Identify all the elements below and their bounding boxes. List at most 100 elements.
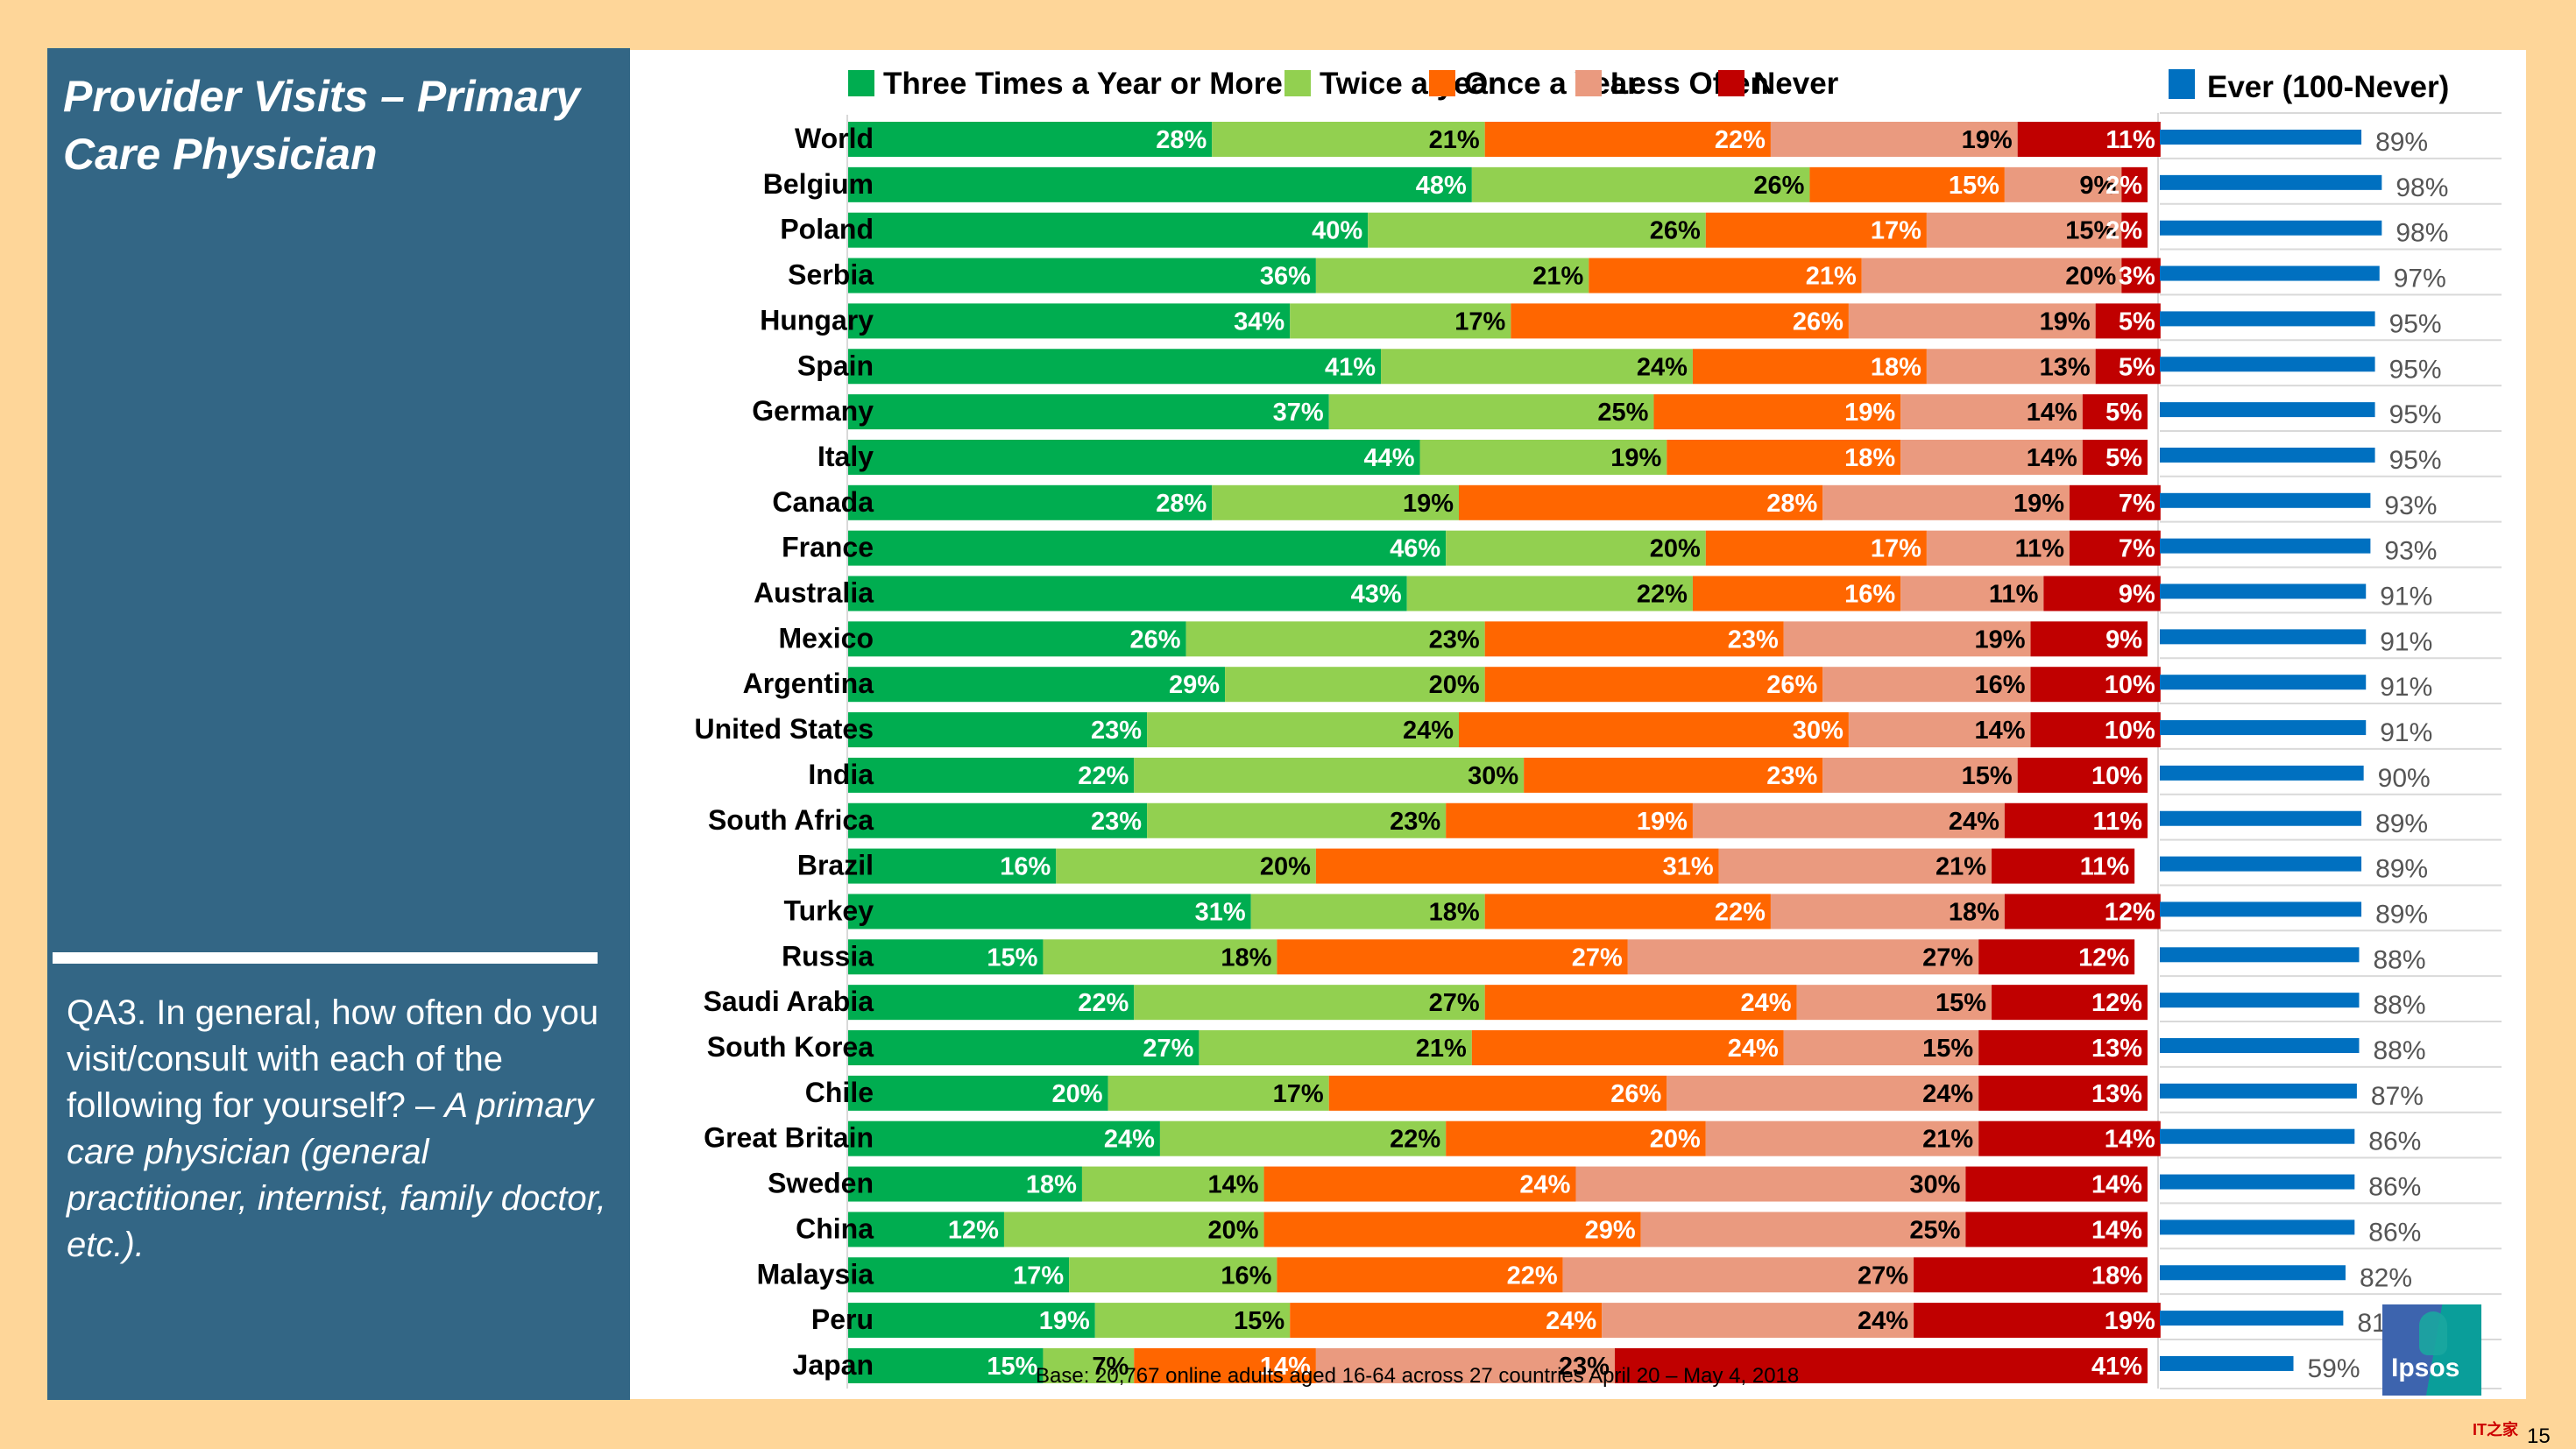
ever-value-label: 88% <box>2373 945 2425 974</box>
segment-value-label: 9% <box>2119 581 2155 609</box>
bar-segment-less-often <box>1783 1030 1979 1065</box>
ever-bar <box>2160 765 2364 781</box>
bar-segment-less-often <box>1926 349 2096 385</box>
bar-segment-less-often <box>1848 712 2031 748</box>
bar-segment-never <box>2004 802 2148 838</box>
category-label: Mexico <box>779 622 874 654</box>
segment-value-label: 18% <box>1221 944 1271 972</box>
bar-segment-never <box>2030 621 2148 657</box>
ever-bar <box>2160 357 2375 372</box>
bar-segment-never <box>1614 1347 2148 1383</box>
bar-segment-twice-a-year <box>1056 848 1316 884</box>
bar-segment-twice-a-year <box>1406 576 1693 611</box>
category-label: Belgium <box>763 168 874 200</box>
bar-segment-three-times-a-year-or-more <box>848 1347 1044 1383</box>
segment-value-label: 15% <box>1936 989 1986 1017</box>
segment-value-label: 7% <box>2119 490 2155 518</box>
bar-segment-once-a-year <box>1459 712 1849 748</box>
bar-segment-once-a-year <box>1692 349 1927 385</box>
segment-value-label: 21% <box>1416 1035 1467 1063</box>
category-label: South Korea <box>707 1031 874 1063</box>
ever-value-label: 89% <box>2375 809 2428 838</box>
bar-segment-less-often <box>1926 530 2070 566</box>
segment-value-label: 24% <box>1949 808 1999 836</box>
bar-segment-less-often <box>1602 1303 1914 1339</box>
bar-segment-less-often <box>1796 985 1992 1021</box>
bar-segment-twice-a-year <box>1081 1166 1264 1202</box>
bar-segment-once-a-year <box>1484 985 1797 1021</box>
segment-value-label: 19% <box>1610 444 1661 472</box>
segment-value-label: 27% <box>1429 989 1480 1017</box>
bar-segment-never <box>2082 394 2148 430</box>
segment-value-label: 5% <box>2105 399 2142 427</box>
ever-bar <box>2160 720 2367 736</box>
ever-value-label: 86% <box>2368 1218 2421 1247</box>
bar-segment-less-often <box>1770 122 2018 157</box>
segment-value-label: 26% <box>1766 671 1817 699</box>
category-label: South Africa <box>708 804 874 836</box>
ever-value-label: 82% <box>2360 1263 2412 1292</box>
ever-bar <box>2160 1355 2294 1371</box>
legend-label-ever: Ever (100-Never) <box>2207 70 2449 104</box>
category-label: World <box>795 123 874 154</box>
segment-value-label: 11% <box>2080 853 2130 881</box>
ever-bar <box>2160 629 2367 645</box>
legend-swatch-4 <box>1575 70 1602 96</box>
category-label: France <box>782 532 874 563</box>
ever-value-label: 95% <box>2389 446 2442 475</box>
bar-segment-three-times-a-year-or-more <box>848 757 1135 793</box>
ever-value-label: 98% <box>2396 173 2448 202</box>
category-label: Russia <box>782 940 874 972</box>
segment-value-label: 23% <box>1390 808 1440 836</box>
segment-value-label: 2% <box>2105 172 2142 200</box>
segment-value-label: 19% <box>1403 490 1454 518</box>
segment-value-label: 15% <box>1922 1035 1973 1063</box>
segment-value-label: 40% <box>1312 217 1362 245</box>
bar-segment-three-times-a-year-or-more <box>848 484 1213 520</box>
segment-value-label: 26% <box>1130 626 1181 654</box>
segment-value-label: 12% <box>2078 944 2129 972</box>
segment-value-label: 24% <box>1403 717 1454 745</box>
ever-value-label: 91% <box>2380 627 2432 656</box>
bar-segment-three-times-a-year-or-more <box>848 621 1186 657</box>
bar-segment-three-times-a-year-or-more <box>848 802 1148 838</box>
segment-value-label: 29% <box>1585 1216 1636 1244</box>
legend-swatch-3 <box>1429 70 1455 96</box>
ever-value-label: 59% <box>2308 1354 2360 1383</box>
bar-segment-never <box>2121 166 2148 202</box>
ever-gridlines <box>846 112 2502 1389</box>
bars <box>848 122 2382 1383</box>
segment-value-label: 24% <box>1741 989 1792 1017</box>
segment-value-label: 22% <box>1078 989 1129 1017</box>
bar-segment-twice-a-year <box>1134 757 1525 793</box>
category-label: United States <box>695 713 874 745</box>
ever-bar <box>2160 1174 2355 1190</box>
segment-value-label: 24% <box>1637 353 1688 381</box>
bar-segment-twice-a-year <box>1419 439 1667 475</box>
bar-segment-less-often <box>2004 166 2122 202</box>
segment-value-label: 15% <box>2065 217 2116 245</box>
stacked-bar-chart: Three Times a Year or More Twice a yearOn… <box>695 67 2502 1389</box>
bar-segment-once-a-year <box>1484 894 1771 929</box>
segment-value-label: 14% <box>2027 399 2077 427</box>
segment-value-label: 48% <box>1416 172 1467 200</box>
ipsos-logo: Ipsos <box>2382 1304 2481 1396</box>
bar-segment-less-often <box>1900 576 2044 611</box>
bar-segment-less-often <box>1640 1212 1966 1248</box>
segment-value-label: 27% <box>1858 1262 1908 1290</box>
bar-segment-less-often <box>1627 939 1979 975</box>
bar-segment-never <box>2121 258 2161 293</box>
segment-value-label: 20% <box>1650 535 1701 563</box>
segment-value-label: 11% <box>2093 808 2143 836</box>
bar-segment-less-often <box>1705 1120 1979 1156</box>
bar-segment-once-a-year <box>1315 848 1719 884</box>
segment-value-label: 27% <box>1922 944 1973 972</box>
bar-segment-twice-a-year <box>1043 1347 1135 1383</box>
bar-segment-three-times-a-year-or-more <box>848 166 1472 202</box>
segment-value-label: 44% <box>1363 444 1414 472</box>
base-footnote: Base: 20,767 online adults aged 16-64 ac… <box>1036 1364 1800 1388</box>
ever-value-label: 95% <box>2389 309 2442 338</box>
legend-swatch-2 <box>1284 70 1311 96</box>
bar-segment-less-often <box>1822 484 2070 520</box>
segment-value-label: 21% <box>1429 126 1480 154</box>
